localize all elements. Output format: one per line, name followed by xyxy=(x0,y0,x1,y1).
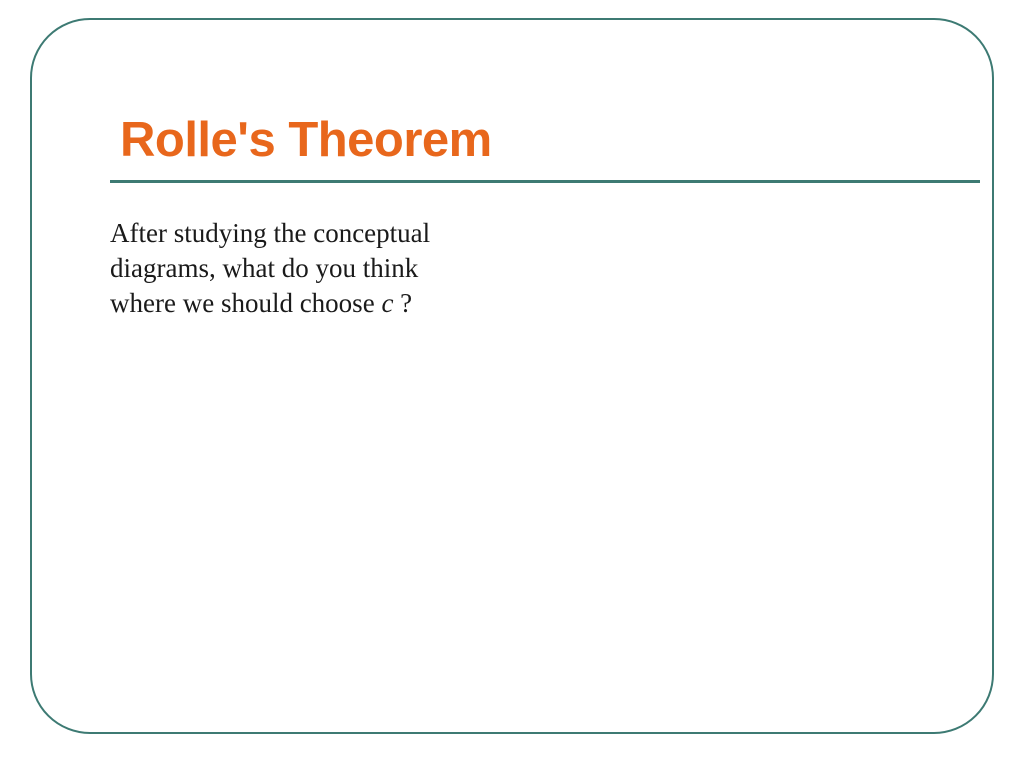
body-variable: c xyxy=(381,288,393,318)
body-line-3-pre: where we should choose xyxy=(110,288,381,318)
slide-frame: Rolle's Theorem After studying the conce… xyxy=(30,18,994,734)
title-underline xyxy=(110,180,980,183)
title-area: Rolle's Theorem xyxy=(110,112,980,183)
slide-title: Rolle's Theorem xyxy=(110,112,980,168)
slide-body: After studying the conceptual diagrams, … xyxy=(110,216,500,321)
body-line-2: diagrams, what do you think xyxy=(110,253,418,283)
body-line-3-post: ? xyxy=(393,288,412,318)
body-line-1: After studying the conceptual xyxy=(110,218,430,248)
